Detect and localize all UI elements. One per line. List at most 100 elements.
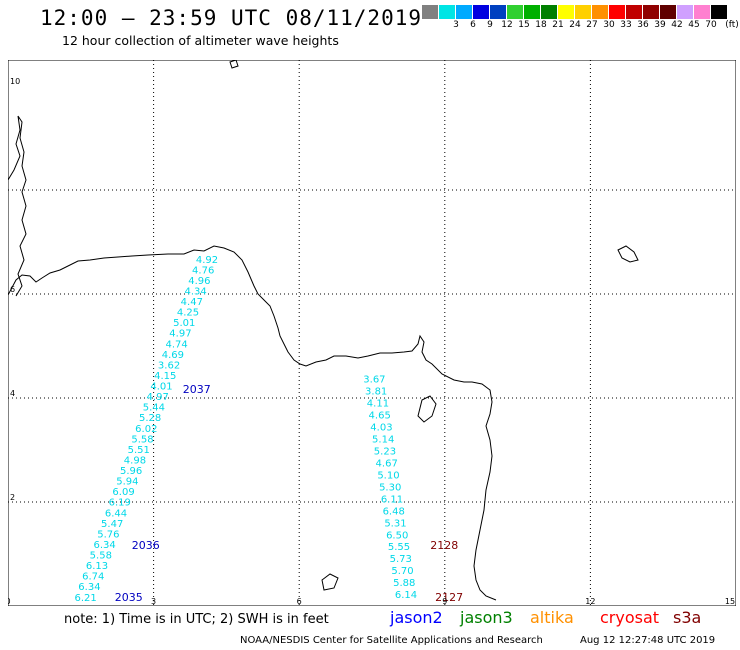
color-scale-labels: 3 6 9 12 15 18 21 24 27 30 33 36 39 42 45 70 (ft): [422, 19, 740, 31]
color-scale-tick: 30: [603, 20, 615, 30]
wave-height-value: 5.55: [388, 542, 410, 553]
wave-height-map: 6.216.346.746.135.586.345.765.476.446.19…: [8, 60, 736, 606]
x-tick-label: 3: [151, 597, 156, 606]
wave-height-value: 4.69: [162, 350, 184, 361]
color-scale-tick: 39: [654, 20, 666, 30]
wave-height-value: 5.14: [372, 434, 394, 445]
color-scale-tick: 27: [586, 20, 598, 30]
wave-height-value: 4.01: [150, 382, 172, 393]
wave-height-value: 4.92: [196, 255, 218, 266]
color-swatch: [643, 5, 660, 19]
wave-height-value: 5.73: [390, 554, 412, 565]
wave-height-value: 3.67: [363, 374, 385, 385]
color-swatch: [592, 5, 609, 19]
x-tick-label: 6: [297, 597, 302, 606]
wave-height-value: 6.13: [86, 561, 108, 572]
wave-height-value: 5.76: [97, 529, 119, 540]
wave-height-value: 6.74: [82, 572, 104, 583]
wave-height-value: 4.25: [177, 308, 199, 319]
color-scale-tick: 12: [501, 20, 513, 30]
wave-height-value: 4.76: [192, 265, 214, 276]
color-scale-tick: 42: [671, 20, 683, 30]
wave-height-value: 6.34: [78, 582, 100, 593]
wave-height-value: 3.81: [365, 386, 387, 397]
satellite-legend-jason2: jason2: [390, 608, 443, 627]
wave-height-value: 5.88: [393, 578, 415, 589]
wave-height-value: 5.51: [128, 445, 150, 456]
color-swatch: [490, 5, 507, 19]
wave-height-value: 5.23: [374, 446, 396, 457]
wave-height-value: 6.21: [75, 593, 97, 604]
color-scale-tick: 18: [535, 20, 547, 30]
wave-height-value: 4.67: [376, 458, 398, 469]
color-swatch: [456, 5, 473, 19]
color-swatch: [575, 5, 592, 19]
color-swatch: [541, 5, 558, 19]
satellite-legend-s3a: s3a: [673, 608, 702, 627]
color-swatch: [626, 5, 643, 19]
wave-height-value: 5.10: [377, 470, 399, 481]
pass-time-label: 2037: [183, 383, 211, 396]
wave-height-value: 6.44: [105, 508, 127, 519]
time-labels: 2035 2036 2037 2128 2127: [115, 383, 463, 604]
wave-height-value: 5.58: [131, 434, 153, 445]
color-scale-tick: 6: [470, 20, 476, 30]
wave-height-value: 6.50: [386, 530, 408, 541]
wave-height-value: 4.47: [181, 297, 203, 308]
color-swatch: [473, 5, 490, 19]
wave-height-value: 6.09: [112, 487, 134, 498]
wave-height-value: 4.97: [147, 392, 169, 403]
color-scale-tick: 33: [620, 20, 632, 30]
wave-height-value: 5.70: [391, 566, 413, 577]
wave-height-value: 4.15: [154, 371, 176, 382]
color-swatch: [694, 5, 711, 19]
x-tick-label: 0: [8, 597, 11, 606]
wave-height-value: 4.97: [169, 329, 191, 340]
wave-height-value: 5.94: [116, 477, 138, 488]
color-scale-tick: 15: [518, 20, 530, 30]
wave-height-value: 5.58: [90, 551, 112, 562]
satellite-legend-cryosat: cryosat: [600, 608, 660, 627]
wave-height-value: 6.34: [93, 540, 115, 551]
color-swatch: [507, 5, 524, 19]
wave-height-value: 4.98: [124, 455, 146, 466]
wave-height-value: 4.74: [166, 339, 188, 350]
color-scale-unit: (ft): [725, 20, 739, 30]
x-tick-label: 12: [585, 597, 595, 606]
coastline-north-shore: [8, 245, 497, 601]
y-tick-label: 4: [10, 389, 15, 398]
coastline-island-north: [229, 60, 239, 69]
footnote: note: 1) Time is in UTC; 2) SWH is in fe…: [64, 612, 329, 627]
coastline-island-east: [617, 245, 639, 263]
pass-time-label: 2035: [115, 591, 143, 604]
color-swatch: [660, 5, 677, 19]
color-swatch: [524, 5, 541, 19]
x-tick-label: 9: [442, 597, 447, 606]
wave-height-value: 5.31: [384, 518, 406, 529]
pass-time-label: 2128: [430, 539, 458, 552]
color-swatch: [609, 5, 626, 19]
coastline: [8, 60, 639, 601]
pass-time-label: 2127: [435, 591, 463, 604]
color-scale-tick: 70: [705, 20, 717, 30]
wave-height-value: 4.65: [369, 410, 391, 421]
wave-height-value: 5.01: [173, 318, 195, 329]
page-subtitle: 12 hour collection of altimeter wave hei…: [62, 33, 339, 48]
wave-height-value: 5.47: [101, 519, 123, 530]
color-scale-tick: 24: [569, 20, 581, 30]
color-swatch: [677, 5, 694, 19]
color-scale-tick: 3: [453, 20, 459, 30]
coastline-small-island: [321, 573, 339, 591]
wave-height-value: 4.11: [367, 398, 389, 409]
map-frame: [8, 60, 736, 606]
wave-height-value: 6.14: [395, 590, 417, 601]
color-scale-swatches: [422, 5, 740, 19]
color-scale-legend: 3 6 9 12 15 18 21 24 27 30 33 36 39 42 45 70 (ft): [422, 5, 740, 31]
coastline-west-shore: [8, 115, 27, 297]
color-scale-tick: 9: [487, 20, 493, 30]
y-tick-label: 6: [10, 285, 15, 294]
axis-labels: 0 3 6 9 12 15 2 4 6 10: [8, 77, 735, 606]
page-title: 12:00 – 23:59 UTC 08/11/2019: [40, 6, 423, 30]
color-swatch: [422, 5, 439, 19]
coastline-barrier-island: [417, 395, 437, 423]
